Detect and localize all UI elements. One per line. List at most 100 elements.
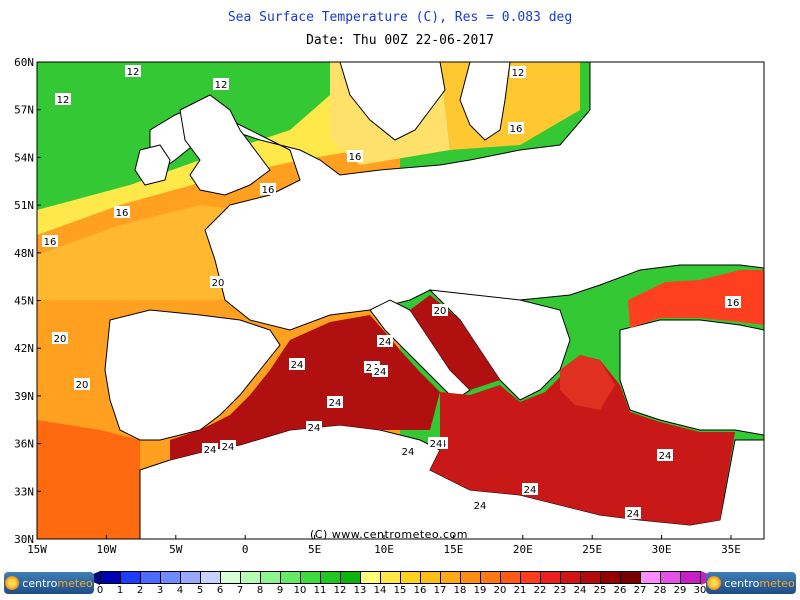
scale-label: 11 xyxy=(313,585,327,596)
lon-axis: 15W 10W 5W 0 5E 10E 15E 20E 25E 30E 35E xyxy=(27,535,741,556)
scale-label: 17 xyxy=(433,585,447,596)
contour-label: 12 xyxy=(125,65,141,78)
logo-left-text-b: meteo xyxy=(57,576,93,590)
aegean-sea xyxy=(560,355,615,410)
land-balkans xyxy=(428,289,571,401)
contour-label: 16 xyxy=(42,235,58,248)
scale-label: 2 xyxy=(136,585,144,596)
lat-tick-label: 57N xyxy=(14,104,34,117)
logo-left: centro meteo xyxy=(4,572,94,594)
svg-text:24: 24 xyxy=(402,447,415,458)
contour-label: 20 xyxy=(74,378,90,391)
logo-right-text-b: meteo xyxy=(759,576,795,590)
contour-label: 24 xyxy=(377,335,393,348)
scale-cell xyxy=(160,571,181,584)
lon-tick-label: 35E xyxy=(721,543,741,556)
land-sweden xyxy=(459,62,511,141)
lon-tick-label: 15E xyxy=(443,543,463,556)
svg-text:20: 20 xyxy=(76,380,89,391)
lat-tick-label: 30N xyxy=(14,533,34,546)
svg-text:16: 16 xyxy=(727,298,740,309)
adriatic-sea xyxy=(410,295,500,390)
contour-label: 24 xyxy=(327,396,343,409)
scale-cell xyxy=(180,571,201,584)
scale-label: 10 xyxy=(293,585,307,596)
sea-band-red-orange xyxy=(37,420,140,539)
scale-label: 15 xyxy=(393,585,407,596)
scale-cell xyxy=(200,571,221,584)
scale-cell xyxy=(640,571,661,584)
scale-cell xyxy=(540,571,561,584)
lon-tick-label: 30E xyxy=(652,543,672,556)
land-iberia xyxy=(104,309,281,441)
svg-text:24: 24 xyxy=(291,360,304,371)
scale-cell xyxy=(380,571,401,584)
lon-tick-label: 0 xyxy=(242,543,249,556)
scale-label: 12 xyxy=(333,585,347,596)
scale-cell xyxy=(300,571,321,584)
contour-label: 24 xyxy=(522,483,538,496)
land-europe xyxy=(149,62,764,331)
contour-label: 24 xyxy=(289,358,305,371)
scale-cell xyxy=(480,571,501,584)
contour-label: 12 xyxy=(510,66,526,79)
contour-labels: 12 12 12 12 16 16 16 16 16 20 20 20 20 24 24 24 24 24 24 24… xyxy=(42,65,741,520)
land-uk xyxy=(179,94,271,196)
svg-text:20: 20 xyxy=(54,334,67,345)
svg-text:12: 12 xyxy=(215,80,228,91)
svg-text:24: 24 xyxy=(374,367,387,378)
scale-label: 20 xyxy=(493,585,507,596)
scale-cell xyxy=(280,571,301,584)
contour-label: 16 xyxy=(260,183,276,196)
contour-label: 24 xyxy=(220,440,236,453)
svg-text:24: 24 xyxy=(379,337,392,348)
lat-tick-label: 51N xyxy=(14,199,34,212)
lon-tick-label: 25E xyxy=(582,543,602,556)
scale-cell xyxy=(320,571,341,584)
scale-cell xyxy=(360,571,381,584)
contour-label: 24 xyxy=(472,499,488,512)
sea-band-orange-light xyxy=(37,205,240,300)
scale-label: 5 xyxy=(196,585,204,596)
logo-right: centro meteo xyxy=(706,572,796,594)
date-line: Date: Thu 00Z 22-06-2017 xyxy=(306,33,494,48)
contour-label: 20 xyxy=(52,332,68,345)
svg-text:20: 20 xyxy=(434,306,447,317)
scale-cell xyxy=(680,571,701,584)
svg-text:24: 24 xyxy=(474,501,487,512)
contour-label: 16 xyxy=(508,122,524,135)
scale-cell xyxy=(660,571,681,584)
mediterranean-west xyxy=(170,315,440,460)
contour-label: 24 xyxy=(428,437,444,450)
lon-tick-label: 10E xyxy=(374,543,394,556)
scale-label: 14 xyxy=(373,585,387,596)
logo-left-text-a: centro xyxy=(22,576,58,590)
contour-label: 20 xyxy=(432,304,448,317)
contour-label: 24 xyxy=(202,443,218,456)
lon-tick-label: 5W xyxy=(169,543,183,556)
scale-label: 6 xyxy=(216,585,224,596)
scale-cell xyxy=(600,571,621,584)
scale-label: 7 xyxy=(236,585,244,596)
lon-tick-label: 5E xyxy=(308,543,321,556)
scale-label: 21 xyxy=(513,585,527,596)
scale-label: 4 xyxy=(176,585,184,596)
contour-label: 24 xyxy=(657,449,673,462)
map-field xyxy=(37,62,764,539)
scale-cell xyxy=(460,571,481,584)
contour-label: 12 xyxy=(213,78,229,91)
scale-cell xyxy=(340,571,361,584)
contour-label: 24 xyxy=(372,365,388,378)
scale-cell xyxy=(100,571,121,584)
contour-label: 24 xyxy=(400,445,416,458)
lon-tick-label: 10W xyxy=(96,543,116,556)
svg-text:24: 24 xyxy=(222,442,235,453)
black-sea xyxy=(628,270,764,328)
scale-label: 8 xyxy=(256,585,264,596)
contour-label: 16 xyxy=(114,206,130,219)
scale-label: 18 xyxy=(453,585,467,596)
scale-label: 25 xyxy=(593,585,607,596)
scale-cell xyxy=(580,571,601,584)
scale-label: 30 xyxy=(693,585,707,596)
